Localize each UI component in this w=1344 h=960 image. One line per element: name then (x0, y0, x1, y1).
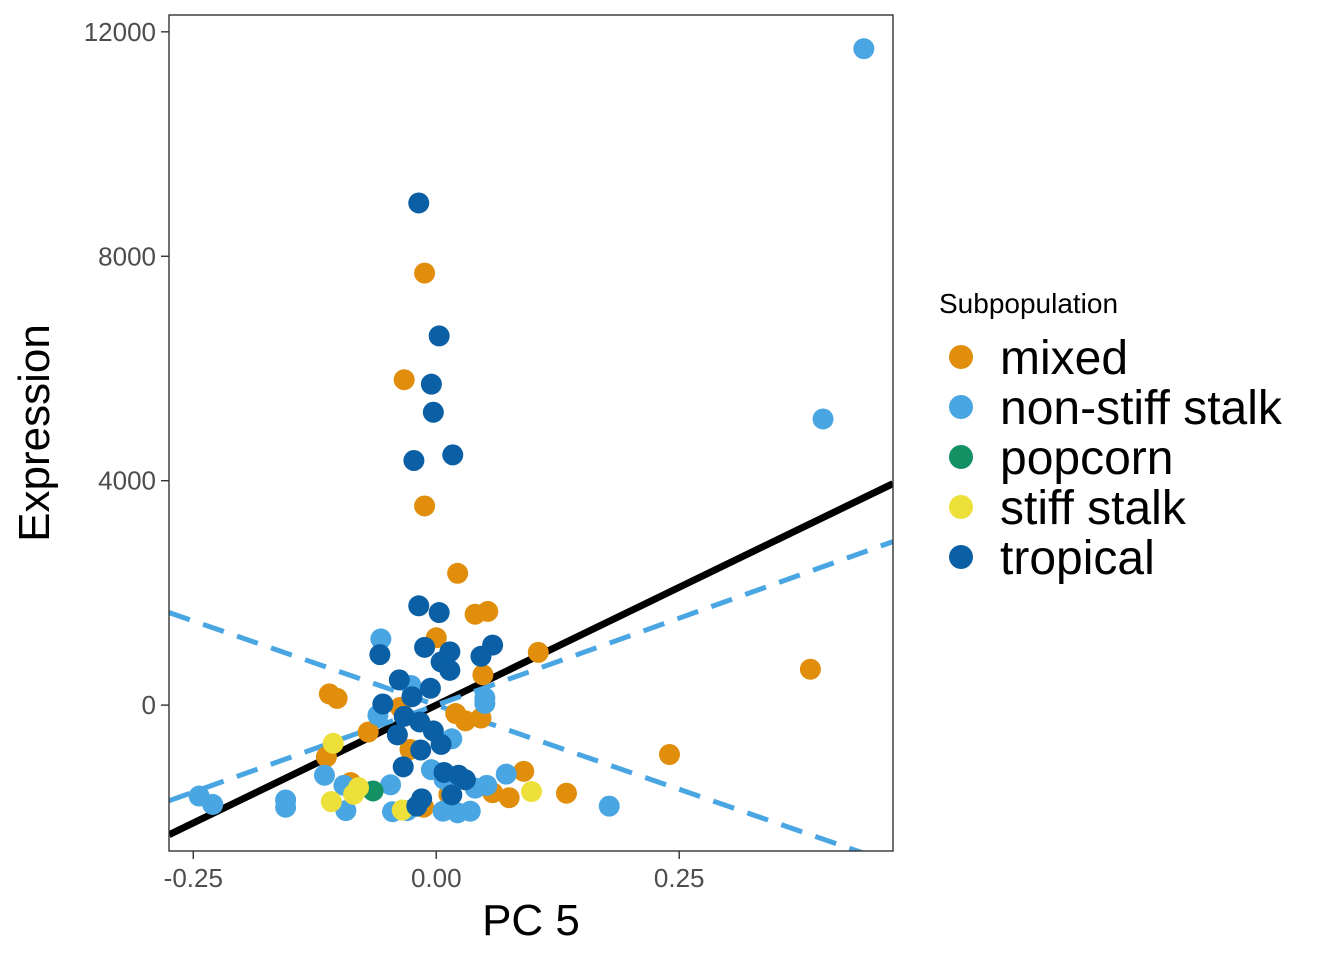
point-tropical (386, 724, 408, 746)
point-tropical (401, 686, 423, 708)
point-non-stiff-stalk (202, 793, 224, 815)
fit-line-group-trend-rising (169, 539, 893, 804)
legend-key-mixed (949, 345, 973, 369)
point-tropical (408, 595, 430, 617)
point-mixed (799, 658, 821, 680)
point-tropical (442, 444, 464, 466)
legend-item-tropical: tropical (949, 532, 1155, 585)
point-tropical (406, 795, 428, 817)
point-mixed (326, 687, 348, 709)
point-tropical (470, 645, 492, 667)
point-non-stiff-stalk (812, 408, 834, 430)
point-tropical (414, 636, 436, 658)
point-stiff-stalk (348, 777, 370, 799)
point-tropical (454, 769, 476, 791)
legend-title: Subpopulation (939, 288, 1118, 319)
point-tropical (388, 669, 410, 691)
point-mixed (393, 369, 415, 391)
x-tick-label: 0.00 (411, 863, 462, 893)
point-mixed (498, 787, 520, 809)
legend-key-non-stiff-stalk (949, 395, 973, 419)
legend-item-non-stiff-stalk: non-stiff stalk (949, 382, 1283, 435)
point-mixed (472, 664, 494, 686)
point-tropical (392, 756, 414, 778)
legend-label-mixed: mixed (1000, 332, 1128, 385)
point-non-stiff-stalk (495, 763, 517, 785)
point-stiff-stalk (322, 732, 344, 754)
point-tropical (408, 192, 430, 214)
point-mixed (414, 262, 436, 284)
legend-label-non-stiff-stalk: non-stiff stalk (1000, 382, 1283, 435)
point-tropical (419, 677, 441, 699)
fit-line-group-trend-falling (169, 610, 866, 851)
point-non-stiff-stalk (853, 38, 875, 60)
point-tropical (372, 693, 394, 715)
legend-item-mixed: mixed (949, 332, 1128, 385)
point-mixed (513, 760, 535, 782)
y-axis-title: Expression (10, 324, 59, 542)
point-non-stiff-stalk (275, 796, 297, 818)
point-tropical (428, 602, 450, 624)
point-mixed (658, 743, 680, 765)
point-mixed (454, 710, 476, 732)
legend-key-stiff-stalk (949, 495, 973, 519)
point-non-stiff-stalk (476, 774, 498, 796)
y-tick-label: 8000 (98, 241, 156, 271)
legend-item-popcorn: popcorn (949, 432, 1173, 485)
point-tropical (403, 449, 425, 471)
plot-panel (169, 15, 893, 851)
legend-key-popcorn (949, 445, 973, 469)
point-tropical (410, 739, 432, 761)
x-tick-label: 0.25 (654, 863, 705, 893)
point-tropical (430, 733, 452, 755)
y-tick-label: 12000 (84, 17, 156, 47)
legend-item-stiff-stalk: stiff stalk (949, 482, 1187, 535)
point-stiff-stalk (320, 791, 342, 813)
point-tropical (439, 659, 461, 681)
legend-key-tropical (949, 545, 973, 569)
y-tick-label: 4000 (98, 466, 156, 496)
point-tropical (428, 325, 450, 347)
point-non-stiff-stalk (598, 795, 620, 817)
legend-label-tropical: tropical (1000, 532, 1155, 585)
point-mixed (357, 721, 379, 743)
plot-border (168, 14, 894, 852)
y-tick-label: 0 (142, 690, 156, 720)
point-tropical (441, 784, 463, 806)
data-points (188, 38, 875, 824)
point-tropical (369, 644, 391, 666)
point-non-stiff-stalk (313, 764, 335, 786)
point-stiff-stalk (520, 781, 542, 803)
point-non-stiff-stalk (459, 800, 481, 822)
point-mixed (447, 562, 469, 584)
legend-label-popcorn: popcorn (1000, 432, 1173, 485)
point-tropical (420, 373, 442, 395)
point-mixed (414, 495, 436, 517)
point-non-stiff-stalk (380, 774, 402, 796)
legend-label-stiff-stalk: stiff stalk (1000, 482, 1187, 535)
x-axis-title: PC 5 (482, 896, 580, 945)
point-mixed (477, 600, 499, 622)
point-tropical (422, 401, 444, 423)
point-mixed (527, 641, 549, 663)
point-mixed (555, 782, 577, 804)
point-non-stiff-stalk (370, 628, 392, 650)
point-non-stiff-stalk (474, 692, 496, 714)
y-axis: 0 4000 8000 12000 (84, 17, 169, 720)
x-tick-label: -0.25 (164, 863, 223, 893)
x-axis: -0.25 0.00 0.25 (164, 851, 705, 893)
